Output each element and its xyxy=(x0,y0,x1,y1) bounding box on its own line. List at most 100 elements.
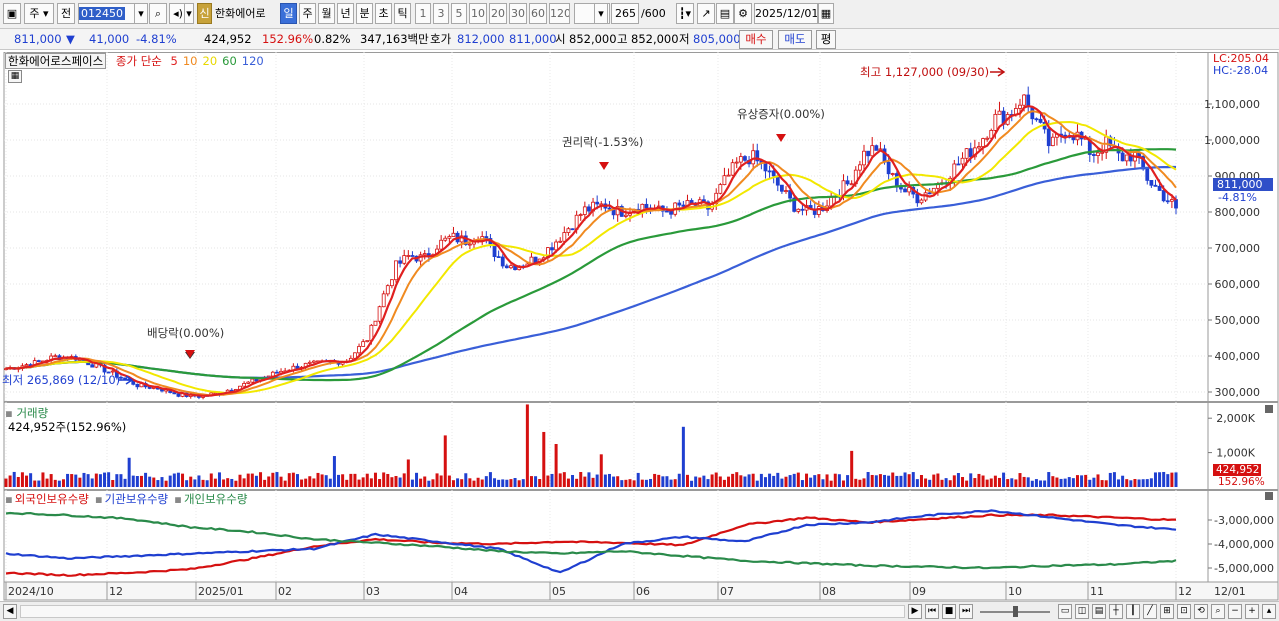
scroll-track[interactable] xyxy=(20,605,905,618)
period-tab-1[interactable]: 주 xyxy=(299,3,316,24)
scroll-right-icon[interactable]: ▶ xyxy=(908,604,922,619)
candle-type-icon[interactable]: ┇▾ xyxy=(676,3,694,24)
grid-toggle-icon[interactable]: ▦ xyxy=(8,70,22,83)
ma-legend-20: 20 xyxy=(202,54,218,68)
reset-icon[interactable]: ⟲ xyxy=(1194,604,1208,619)
capital-annotation: 유상증자(0.00%) xyxy=(737,107,825,121)
period-tab-3[interactable]: 년 xyxy=(337,3,354,24)
expand-icon[interactable]: ⊡ xyxy=(1177,604,1191,619)
collapse-icon[interactable]: ▴ xyxy=(1262,604,1276,619)
date-input[interactable]: 2025/12/01 xyxy=(754,3,818,24)
candle-body xyxy=(907,187,912,193)
minute-dropdown-icon[interactable]: ▾ xyxy=(594,3,608,24)
stock-tag[interactable]: 한화에어로스페이스 xyxy=(5,53,107,69)
holding-panel-close-icon[interactable] xyxy=(1265,492,1273,500)
interval-tab-120[interactable]: 120 xyxy=(549,3,570,24)
volume-bar xyxy=(86,474,90,487)
x-tick-label: 07 xyxy=(720,585,734,598)
prev-button[interactable]: 전 xyxy=(57,3,75,24)
candle-icon[interactable]: ┃ xyxy=(1126,604,1140,619)
stock-code-input[interactable]: 012450 xyxy=(78,3,146,24)
fit-icon[interactable]: ⊞ xyxy=(1160,604,1174,619)
volume-bar xyxy=(250,473,254,487)
count-input[interactable]: 265 xyxy=(611,3,639,24)
individual-holding-line xyxy=(5,511,1177,570)
candle-body xyxy=(796,208,801,212)
candle-body xyxy=(1091,154,1096,156)
volume-bar xyxy=(952,475,956,487)
calendar-icon[interactable]: ▦ xyxy=(818,3,834,24)
chart-area[interactable]: 최고 1,127,000 (09/30) 최저 265,869 (12/10) 배당… xyxy=(0,52,1279,604)
search-icon[interactable]: ⌕ xyxy=(149,3,167,24)
candle-body xyxy=(993,113,998,131)
sell-button[interactable]: 매도 xyxy=(778,30,812,49)
zoom-in-icon[interactable]: + xyxy=(1245,604,1259,619)
volume-panel-close-icon[interactable] xyxy=(1265,405,1273,413)
period-tab-5[interactable]: 초 xyxy=(375,3,392,24)
x-tick-label: 06 xyxy=(636,585,650,598)
candle-body xyxy=(857,164,862,171)
candle-body xyxy=(270,371,275,377)
candle-body xyxy=(899,186,903,190)
volume-bar xyxy=(776,472,780,487)
crosshair-icon[interactable]: ┼ xyxy=(1109,604,1123,619)
buy-button[interactable]: 매수 xyxy=(739,30,773,49)
scroll-start-icon[interactable]: ⏮ xyxy=(925,604,939,619)
draw-tool-icon[interactable]: ↗ xyxy=(697,3,715,24)
code-dropdown-icon[interactable]: ▾ xyxy=(134,3,148,24)
period-tab-6[interactable]: 틱 xyxy=(394,3,411,24)
line-chart-icon[interactable]: ╱ xyxy=(1143,604,1157,619)
lc-value: LC:205.04 xyxy=(1213,52,1270,65)
interval-tab-10[interactable]: 10 xyxy=(469,3,487,24)
volume-bar xyxy=(468,478,472,487)
settings-gear-icon[interactable]: ⚙ xyxy=(734,3,752,24)
candle-body xyxy=(623,214,628,217)
interval-tab-1[interactable]: 1 xyxy=(415,3,431,24)
layer-icon[interactable]: ▤ xyxy=(1092,604,1106,619)
interval-tab-30[interactable]: 30 xyxy=(509,3,527,24)
chart-scrollbar[interactable]: ◀ ▶ ⏮ ■ ⏭ ▭ ◫ ▤ ┼ ┃ ╱ ⊞ ⊡ ⟲ ⌕ − + ▴ xyxy=(0,601,1279,621)
sound-dropdown-icon[interactable]: ▾ xyxy=(184,3,194,24)
candle-body xyxy=(307,361,312,364)
volume-bar xyxy=(636,472,640,487)
zoom-search-icon[interactable]: ⌕ xyxy=(1211,604,1225,619)
volume-bar xyxy=(410,479,414,487)
layout-icon[interactable]: ▣ xyxy=(3,3,21,24)
interval-tab-3[interactable]: 3 xyxy=(433,3,449,24)
scroll-left-icon[interactable]: ◀ xyxy=(3,604,17,619)
period-tab-2[interactable]: 월 xyxy=(318,3,335,24)
interval-tab-60[interactable]: 60 xyxy=(529,3,547,24)
volume-bar xyxy=(361,477,365,487)
open-price: 852,000 xyxy=(569,32,617,46)
volume-bar xyxy=(275,472,279,487)
volume-bar xyxy=(1108,472,1112,487)
scroll-end-icon[interactable]: ⏭ xyxy=(959,604,973,619)
x-tick-label: 10 xyxy=(1008,585,1022,598)
interval-tab-20[interactable]: 20 xyxy=(489,3,507,24)
candle-body xyxy=(1063,134,1068,137)
ma60-line xyxy=(5,148,1177,382)
x-tick-label: 09 xyxy=(912,585,926,598)
stock-name: 한화에어로 xyxy=(215,7,266,20)
chart-type-icon[interactable]: ▭ xyxy=(1058,604,1072,619)
split-view-icon[interactable]: ◫ xyxy=(1075,604,1089,619)
candle-body xyxy=(467,243,472,246)
volume-bar xyxy=(320,474,324,487)
stop-icon[interactable]: ■ xyxy=(942,604,956,619)
period-tab-0[interactable]: 일 xyxy=(280,3,297,24)
evaluate-button[interactable]: 평 xyxy=(816,30,836,49)
candle-body xyxy=(665,210,669,213)
volume-bar xyxy=(82,472,86,487)
zoom-slider-handle[interactable] xyxy=(1013,606,1018,617)
volume-ratio: 152.96% xyxy=(262,32,314,46)
market-select[interactable]: 주 ▾ xyxy=(24,3,54,24)
period-tab-4[interactable]: 분 xyxy=(356,3,373,24)
zoom-out-icon[interactable]: − xyxy=(1228,604,1242,619)
volume-value: 424,952 xyxy=(204,32,252,46)
interval-tab-5[interactable]: 5 xyxy=(451,3,467,24)
save-icon[interactable]: ▤ xyxy=(716,3,734,24)
volume-bar xyxy=(948,480,952,487)
volume-bar xyxy=(1047,472,1051,487)
candle-body xyxy=(558,240,563,243)
volume-bar xyxy=(402,473,406,487)
